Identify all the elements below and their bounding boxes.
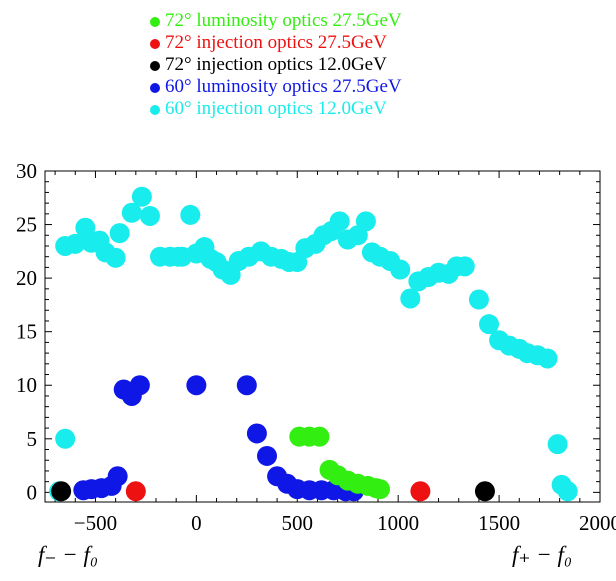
legend-item-60-lum-27.5: 60° luminosity optics 27.5GeV — [150, 76, 402, 98]
chart-legend: 72° luminosity optics 27.5GeV 72° inject… — [150, 10, 402, 120]
plot-frame — [44, 170, 601, 503]
legend-item-72-inj-12.0: 72° injection optics 12.0GeV — [150, 54, 402, 76]
legend-item-72-inj-27.5: 72° injection optics 27.5GeV — [150, 32, 402, 54]
data-point — [257, 445, 277, 466]
x-tick-label: 0 — [191, 511, 202, 535]
data-point — [390, 259, 411, 280]
data-point — [186, 375, 207, 396]
legend-marker-green — [150, 16, 160, 27]
data-point — [410, 481, 431, 502]
data-point — [55, 428, 76, 449]
legend-label: 60° luminosity optics 27.5GeV — [165, 76, 402, 97]
data-point — [180, 204, 201, 225]
x-axis-left-label: f₋ − f₀ — [38, 542, 98, 567]
data-point — [109, 223, 130, 244]
data-point — [479, 314, 499, 335]
data-point — [65, 233, 86, 254]
data-point — [107, 466, 128, 487]
legend-marker-red — [150, 38, 160, 49]
data-point — [75, 217, 96, 238]
x-tick-label: 1500 — [478, 511, 520, 535]
data-point — [468, 289, 489, 310]
data-point — [139, 205, 160, 226]
data-point — [329, 211, 350, 232]
data-point — [557, 481, 578, 502]
data-point — [125, 481, 146, 502]
data-point — [131, 186, 152, 207]
data-point — [105, 247, 126, 268]
x-tick-label: 500 — [282, 511, 314, 535]
data-point — [246, 423, 267, 444]
legend-item-72-lum-27.5: 72° luminosity optics 27.5GeV — [150, 10, 402, 32]
data-point — [474, 481, 495, 502]
x-tick-label: 2000 — [579, 511, 616, 535]
data-point — [129, 375, 150, 396]
legend-label: 72° injection optics 27.5GeV — [165, 32, 387, 53]
legend-label: 72° injection optics 12.0GeV — [165, 54, 387, 75]
data-point — [236, 375, 257, 396]
y-tick-label: 30 — [16, 159, 37, 183]
y-tick-label: 10 — [16, 373, 37, 397]
data-point — [309, 426, 330, 447]
legend-item-60-inj-12.0: 60° injection optics 12.0GeV — [150, 98, 402, 120]
x-tick-label: 1000 — [377, 511, 419, 535]
data-point — [547, 434, 568, 455]
y-tick-label: 5 — [27, 427, 38, 451]
legend-label: 60° injection optics 12.0GeV — [165, 98, 387, 119]
data-point — [370, 479, 391, 500]
y-tick-label: 25 — [16, 213, 37, 237]
legend-marker-black — [150, 60, 160, 71]
data-point — [121, 202, 142, 223]
data-point — [355, 211, 376, 232]
data-point — [454, 256, 475, 277]
data-point — [400, 288, 421, 309]
y-tick-label: 20 — [16, 266, 37, 290]
data-point — [51, 481, 72, 502]
data-point — [537, 348, 558, 369]
y-tick-label: 15 — [16, 320, 37, 344]
y-tick-label: 0 — [27, 480, 38, 504]
x-axis-right-label: f₊ − f₀ — [512, 542, 572, 567]
legend-marker-blue — [150, 82, 160, 93]
legend-label: 72° luminosity optics 27.5GeV — [165, 10, 402, 31]
legend-marker-cyan — [150, 104, 160, 115]
x-tick-label: −500 — [74, 511, 117, 535]
